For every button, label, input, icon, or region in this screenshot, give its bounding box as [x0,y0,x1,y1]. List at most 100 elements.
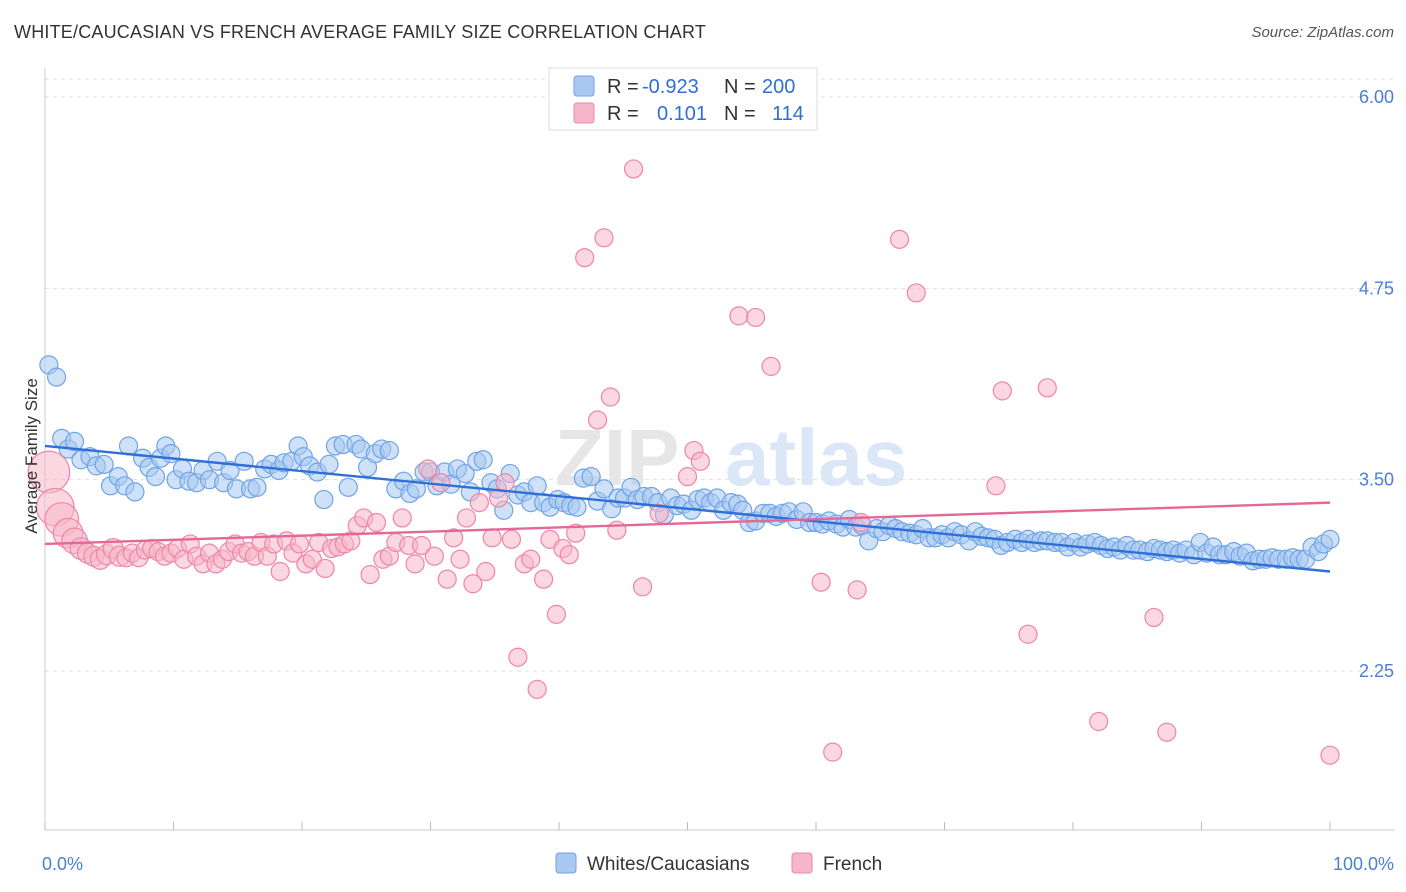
french-point [270,561,290,582]
whites-point [594,479,614,499]
y-tick-label: 3.50 [1359,470,1394,490]
whites-point [234,451,254,471]
legend: R = -0.923 N = 200 R = 0.101 N = 114 [548,67,818,131]
whites-point [379,440,399,461]
y-tick-label: 4.75 [1359,278,1394,298]
legend-n-label-1: N = [724,76,756,98]
french-point [559,545,579,565]
french-point [533,569,554,589]
french-point [811,572,831,592]
watermark-atlas: atlas [725,413,907,502]
whites-point [406,479,426,499]
bottom-legend-swatch-whites [555,852,577,874]
french-point [521,549,541,569]
french-point [476,561,496,582]
french-point [289,534,310,554]
legend-swatch-french [573,102,595,124]
french-point [1037,378,1057,398]
french-point [607,520,627,540]
french-point [600,387,621,407]
french-point [851,512,871,533]
french-point [546,604,567,624]
x-tick-label-max: 100.0% [1333,854,1394,874]
french-point [463,574,483,594]
chart-title: WHITE/CAUCASIAN VS FRENCH AVERAGE FAMILY… [14,22,707,42]
whites-point [338,477,358,497]
whites-point [1320,529,1340,549]
french-point [847,580,867,600]
french-point [508,647,528,667]
french-point [575,248,595,268]
french-point [906,283,926,303]
legend-swatch-whites [573,75,595,97]
french-point [450,549,470,569]
french-point [566,523,586,543]
watermark: ZIP atlas [555,413,907,502]
chart-source: Source: ZipAtlas.com [1251,24,1394,41]
whites-point [94,454,114,474]
french-point [482,528,502,548]
french-point [469,493,489,513]
french-point [632,577,653,597]
whites-point [314,489,334,510]
bottom-legend-label-french: French [823,854,882,875]
whites-point [581,467,601,487]
trend-lines [44,444,1331,573]
whites-point [473,450,493,470]
french-point [456,508,477,528]
x-tick-label-min: 0.0% [42,854,83,874]
french-point [594,228,614,248]
french-point [501,529,522,549]
whites-point [567,497,587,517]
legend-n-value-1: 200 [762,76,795,98]
french-point [1018,624,1038,644]
french-point [392,508,412,528]
french-point [677,467,698,487]
grid-lines [45,78,1395,672]
french-point [823,742,843,762]
legend-r-value-1: -0.923 [642,76,699,98]
french-point [1089,711,1109,732]
whites-point [455,463,475,484]
french-point [1144,607,1164,628]
french-point [623,159,644,179]
legend-n-value-2: 114 [772,103,804,125]
whites-point [46,367,67,387]
y-tick-labels: 2.25 3.50 4.75 6.00 [1359,87,1394,681]
french-point [746,307,766,328]
axes [44,68,1395,831]
french-point [992,381,1012,401]
legend-n-label-2: N = [724,103,756,125]
legend-r-value-2: 0.101 [657,103,707,125]
series-whites-points [39,355,1340,571]
bottom-legend-label-whites: Whites/Caucasians [587,854,750,875]
french-point [411,535,432,556]
whites-point [145,467,166,487]
legend-r-label-2: R = [607,103,639,125]
french-point [587,410,608,430]
x-tick-marks [44,822,1331,830]
french-point [315,558,335,579]
french-point [437,569,457,589]
whites-point [319,454,339,474]
french-point [444,528,464,548]
bottom-legend: Whites/Caucasians French [555,852,882,875]
french-point [405,554,425,574]
whites-point [247,477,267,497]
french-point [360,564,380,585]
french-point [761,356,781,376]
french-point [690,451,710,471]
whites-point [64,431,85,451]
french-point [366,512,387,533]
french-point [729,306,749,326]
french-trend-line [44,501,1331,546]
series-french-points [27,159,1340,765]
french-point [1157,722,1177,742]
bottom-legend-swatch-french [791,852,813,874]
french-point [431,473,451,493]
french-point [1320,745,1340,765]
french-point [424,546,444,566]
legend-r-label-1: R = [607,76,639,98]
french-point [495,473,515,493]
